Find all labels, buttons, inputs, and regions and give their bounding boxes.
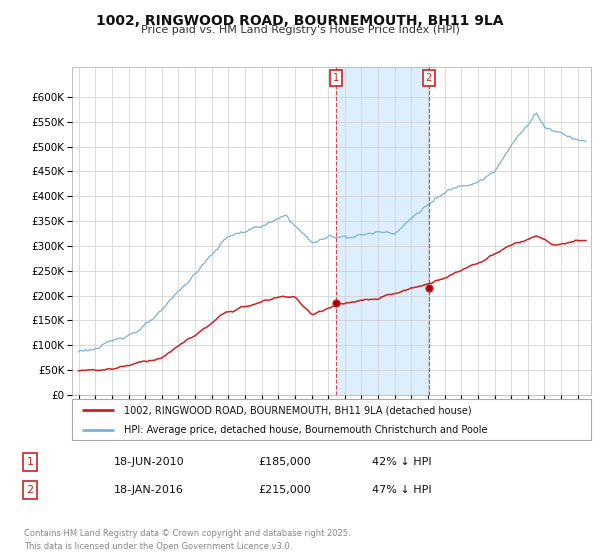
- Text: 1002, RINGWOOD ROAD, BOURNEMOUTH, BH11 9LA (detached house): 1002, RINGWOOD ROAD, BOURNEMOUTH, BH11 9…: [124, 405, 472, 415]
- Text: 42% ↓ HPI: 42% ↓ HPI: [372, 457, 431, 467]
- Text: 1: 1: [333, 73, 339, 83]
- Text: 1: 1: [26, 457, 34, 467]
- Text: 18-JAN-2016: 18-JAN-2016: [114, 485, 184, 495]
- Text: HPI: Average price, detached house, Bournemouth Christchurch and Poole: HPI: Average price, detached house, Bour…: [124, 424, 487, 435]
- Text: 2: 2: [26, 485, 34, 495]
- Text: 2: 2: [425, 73, 432, 83]
- Text: Price paid vs. HM Land Registry's House Price Index (HPI): Price paid vs. HM Land Registry's House …: [140, 25, 460, 35]
- Text: 18-JUN-2010: 18-JUN-2010: [114, 457, 185, 467]
- Text: £215,000: £215,000: [258, 485, 311, 495]
- Text: Contains HM Land Registry data © Crown copyright and database right 2025.
This d: Contains HM Land Registry data © Crown c…: [24, 529, 350, 552]
- Bar: [336, 67, 429, 395]
- Text: £185,000: £185,000: [258, 457, 311, 467]
- Text: 47% ↓ HPI: 47% ↓ HPI: [372, 485, 431, 495]
- Text: 1002, RINGWOOD ROAD, BOURNEMOUTH, BH11 9LA: 1002, RINGWOOD ROAD, BOURNEMOUTH, BH11 9…: [96, 14, 504, 28]
